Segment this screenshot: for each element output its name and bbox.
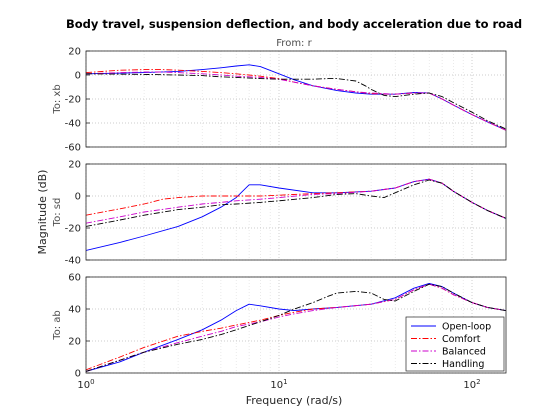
y-tick-label: 40 bbox=[68, 305, 81, 316]
y-tick-label: 20 bbox=[68, 337, 81, 348]
y-tick-label: -40 bbox=[65, 119, 81, 130]
chart-title: Body travel, suspension deflection, and … bbox=[66, 17, 522, 31]
y-tick-label: 60 bbox=[68, 273, 81, 284]
y-tick-label: 0 bbox=[75, 192, 81, 203]
input-label: From: r bbox=[276, 38, 312, 49]
series-group bbox=[86, 282, 506, 372]
series-line-balanced bbox=[86, 71, 506, 131]
x-tick-base: 10 bbox=[77, 380, 90, 391]
x-tick-label: 102 bbox=[463, 378, 480, 391]
x-tick-exponent: 1 bbox=[283, 378, 287, 386]
y-tick-label: 0 bbox=[75, 71, 81, 82]
x-tick-exponent: 0 bbox=[90, 378, 94, 386]
series-line-balanced bbox=[86, 178, 506, 224]
x-tick-base: 10 bbox=[270, 380, 283, 391]
legend-entry-open-loop: Open-loop bbox=[442, 322, 491, 333]
panel-axes-box bbox=[85, 163, 507, 261]
output-label: To: sd bbox=[52, 198, 63, 228]
series-group bbox=[86, 64, 506, 131]
y-tick-label: -40 bbox=[65, 256, 81, 267]
series-line-open-loop bbox=[86, 178, 506, 251]
x-tick-label: 101 bbox=[270, 378, 287, 391]
series-group bbox=[86, 178, 506, 251]
y-tick-label: 20 bbox=[68, 47, 81, 58]
legend-entry-balanced: Balanced bbox=[442, 347, 486, 358]
series-line-comfort bbox=[86, 283, 506, 371]
y-axis-label: Magnitude (dB) bbox=[36, 170, 49, 255]
y-tick-label: -60 bbox=[65, 143, 81, 154]
output-label: To: ab bbox=[52, 310, 63, 341]
x-tick-exponent: 2 bbox=[476, 378, 480, 386]
series-line-handling bbox=[86, 179, 506, 227]
x-axis-label: Frequency (rad/s) bbox=[246, 394, 343, 407]
output-label: To: xb bbox=[52, 84, 63, 114]
series-line-handling bbox=[86, 73, 506, 130]
x-tick-label: 100 bbox=[77, 378, 94, 391]
y-tick-label: 20 bbox=[68, 160, 81, 171]
series-line-handling bbox=[86, 283, 506, 372]
panel-0: -60 -40 -20 0 20 To: xb bbox=[52, 47, 507, 154]
panel-axes-box bbox=[85, 50, 507, 148]
y-tick-label: -20 bbox=[65, 95, 81, 106]
legend-entry-handling: Handling bbox=[442, 359, 484, 370]
series-line-balanced bbox=[86, 283, 506, 372]
y-tick-label: -20 bbox=[65, 224, 81, 235]
x-tick-base: 10 bbox=[463, 380, 476, 391]
panel-axes-box bbox=[85, 276, 507, 374]
y-tick-label: 0 bbox=[75, 369, 81, 380]
legend-entry-comfort: Comfort bbox=[442, 334, 481, 345]
panel-1: -40 -20 0 20 To: sd bbox=[52, 160, 507, 267]
